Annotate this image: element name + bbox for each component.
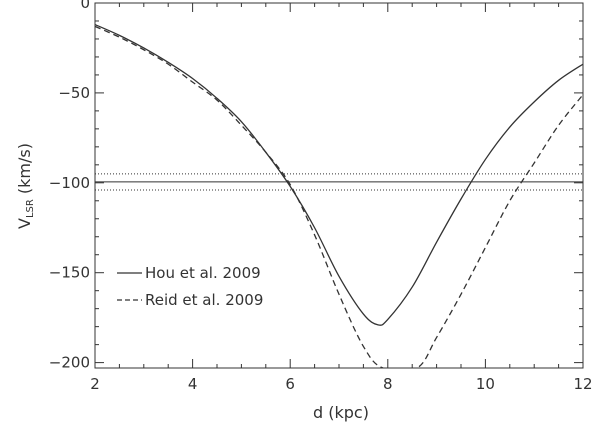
- y-axis-label-main: V: [15, 218, 34, 229]
- series-lines: [95, 23, 583, 368]
- y-tick-label: −100: [49, 174, 90, 192]
- y-axis-label: VLSR (km/s): [15, 143, 36, 229]
- x-tick-label: 4: [188, 375, 198, 393]
- x-tick-label: 10: [476, 375, 495, 393]
- axis-tick-labels: 2 4 6 8 10 12 0 −50 −100 −150 −200: [49, 0, 593, 393]
- axis-ticks: [94, 2, 584, 368]
- plot-frame: [94, 2, 584, 369]
- y-tick-label: −200: [49, 354, 90, 372]
- legend-label-reid: Reid et al. 2009: [145, 291, 263, 309]
- x-tick-label: 2: [90, 375, 100, 393]
- y-tick-label: −50: [58, 84, 90, 102]
- y-tick-label: 0: [80, 0, 90, 12]
- legend: Hou et al. 2009 Reid et al. 2009: [117, 264, 263, 309]
- series-line-reid: [95, 25, 583, 368]
- x-tick-label: 8: [383, 375, 393, 393]
- legend-label-hou: Hou et al. 2009: [145, 264, 261, 282]
- x-tick-label: 12: [573, 375, 592, 393]
- series-line-hou: [95, 23, 583, 326]
- x-tick-label: 6: [285, 375, 295, 393]
- reference-lines: [95, 173, 583, 191]
- y-tick-label: −150: [49, 264, 90, 282]
- y-axis-label-subscript: LSR: [25, 199, 36, 218]
- y-axis-label-unit: (km/s): [15, 143, 34, 199]
- x-axis-label: d (kpc): [313, 403, 369, 422]
